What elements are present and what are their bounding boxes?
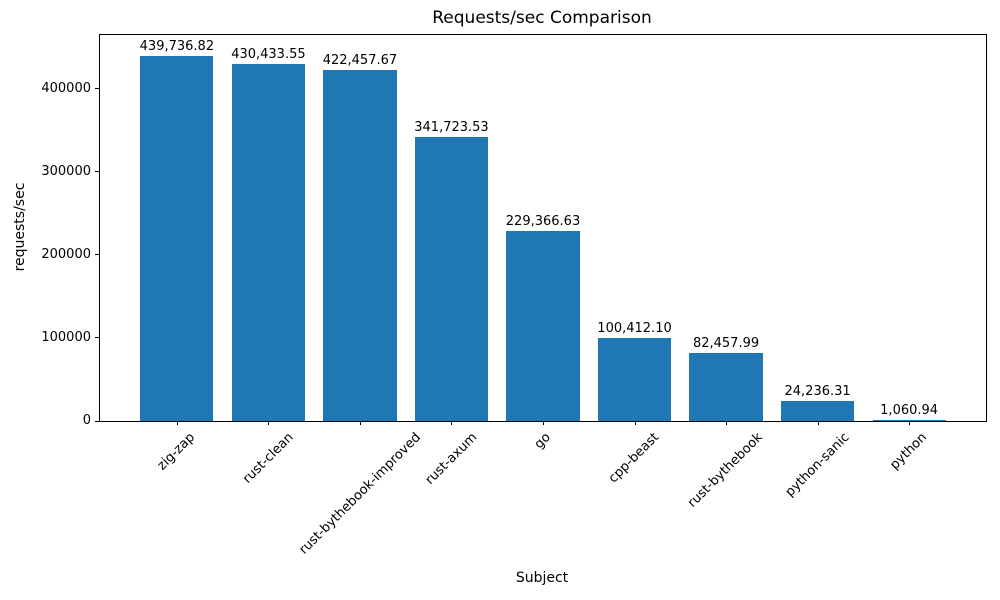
chart-title: Requests/sec Comparison [432, 8, 652, 28]
x-tick-label: cpp-beast [606, 430, 663, 487]
x-tick-label: rust-bythebook [685, 430, 767, 511]
x-tick-label: python [887, 430, 931, 473]
x-tick [268, 421, 270, 425]
y-tick-label: 300000 [41, 163, 91, 179]
x-tick-label: rust-bythebook-improved [296, 430, 424, 558]
bar-value-label: 100,412.10 [597, 320, 672, 336]
x-tick [817, 421, 819, 425]
x-tick [909, 421, 911, 425]
bar [689, 352, 763, 421]
y-tick [95, 337, 99, 339]
x-tick-label: rust-axum [422, 430, 480, 488]
bar-value-label: 422,457.67 [322, 53, 398, 69]
bar-value-label: 341,723.53 [414, 120, 489, 136]
bar-value-label: 229,366.63 [505, 213, 581, 229]
x-tick-label: go [531, 430, 554, 453]
bar-value-label: 430,433.55 [231, 46, 306, 62]
bar-value-label: 1,060.94 [880, 402, 939, 418]
x-tick [451, 421, 453, 425]
bar-value-label: 24,236.31 [784, 383, 851, 399]
y-tick-label: 0 [82, 413, 91, 428]
y-tick-label: 400000 [41, 80, 91, 96]
plot-area: 439,736.82 430,433.55 422,457.67 341,723.53… [99, 34, 987, 422]
bar [140, 55, 214, 421]
bar [323, 70, 397, 421]
y-axis-label: requests/sec [12, 182, 28, 272]
x-tick [176, 421, 178, 425]
x-tick-label: rust-clean [239, 430, 297, 487]
y-tick-label: 200000 [41, 246, 91, 262]
x-tick [359, 421, 361, 425]
y-tick [95, 171, 99, 173]
bar [231, 63, 306, 421]
x-tick [634, 421, 636, 425]
bar [872, 419, 946, 421]
x-tick [726, 421, 728, 425]
y-tick [95, 420, 99, 422]
y-tick [95, 88, 99, 90]
x-tick [543, 421, 544, 425]
x-axis-label: Subject [515, 570, 569, 586]
x-tick-label: zig-zap [155, 430, 199, 474]
bar [597, 337, 672, 421]
x-tick-label: python-sanic [782, 430, 853, 500]
y-tick [95, 254, 99, 256]
bar [506, 230, 580, 421]
bar [780, 400, 855, 421]
bar-value-label: 82,457.99 [692, 335, 760, 351]
y-tick-label: 100000 [41, 329, 91, 345]
bar [414, 137, 489, 421]
plot-inner: 439,736.82 430,433.55 422,457.67 341,723.53… [100, 35, 986, 421]
bar-value-label: 439,736.82 [139, 38, 215, 54]
